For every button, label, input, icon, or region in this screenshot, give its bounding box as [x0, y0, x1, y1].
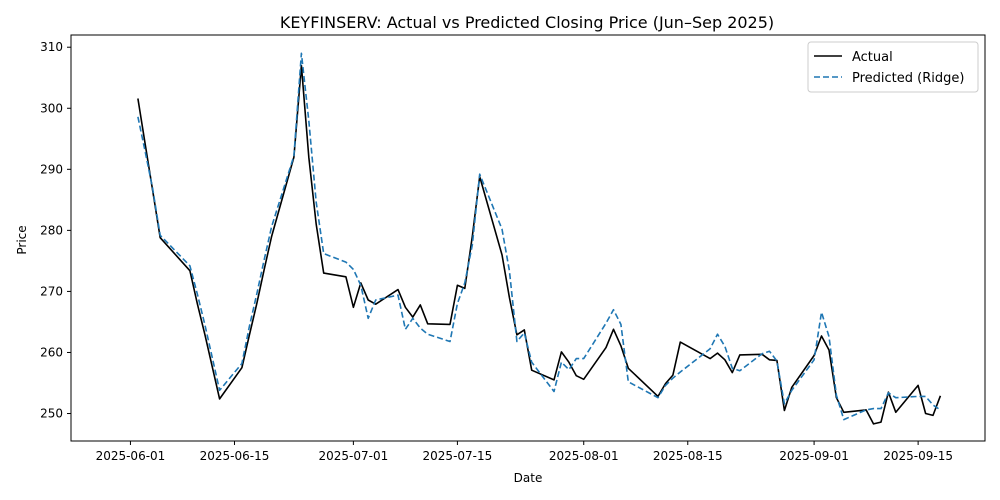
series-line-predicted-ridge [137, 52, 941, 421]
x-tick-label: 2025-06-01 [96, 449, 166, 463]
y-tick-label: 300 [40, 101, 63, 115]
x-tick-label: 2025-07-15 [423, 449, 493, 463]
y-tick-label: 250 [40, 407, 63, 421]
x-tick-label: 2025-08-01 [549, 449, 619, 463]
series-line-actual [137, 64, 942, 425]
legend-label-actual: Actual [852, 50, 893, 65]
legend-box [807, 41, 979, 93]
legend: Actual Predicted (Ridge) [807, 41, 979, 93]
y-tick-label: 290 [40, 162, 63, 176]
chart-title: KEYFINSERV: Actual vs Predicted Closing … [280, 13, 774, 32]
x-tick-label: 2025-08-15 [653, 449, 723, 463]
axes-frame [70, 34, 986, 442]
x-tick-label: 2025-09-15 [883, 449, 953, 463]
y-tick-label: 280 [40, 223, 63, 237]
x-tick-label: 2025-07-01 [318, 449, 388, 463]
legend-label-predicted: Predicted (Ridge) [852, 71, 964, 86]
x-tick-label: 2025-06-15 [200, 449, 270, 463]
y-tick-label: 260 [40, 345, 63, 359]
y-tick-label: 270 [40, 284, 63, 298]
x-axis-label: Date [514, 471, 543, 485]
y-axis-ticks: 250 260 270 280 290 300 310 [40, 40, 71, 421]
plot-area [137, 52, 942, 425]
x-tick-label: 2025-09-01 [779, 449, 849, 463]
y-tick-label: 310 [40, 40, 63, 54]
y-axis-label: Price [15, 225, 29, 254]
x-axis-ticks: 2025-06-01 2025-06-15 2025-07-01 2025-07-15… [96, 441, 953, 463]
